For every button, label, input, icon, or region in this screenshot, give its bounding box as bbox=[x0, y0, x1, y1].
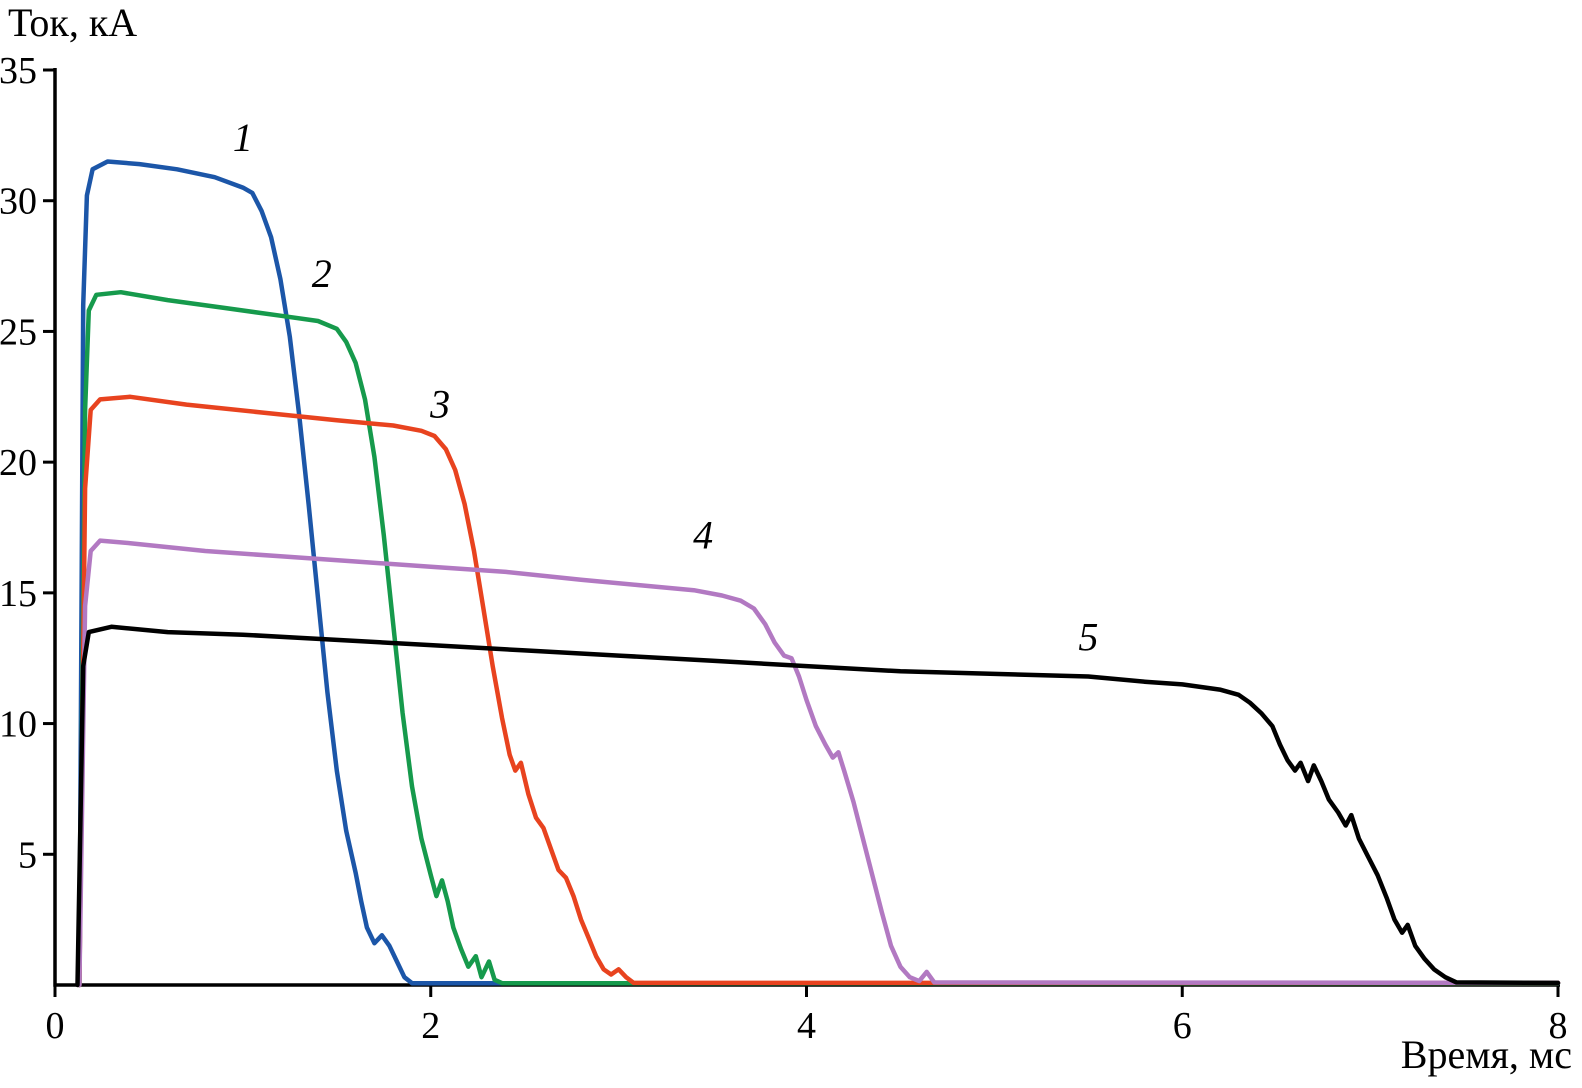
curve-5 bbox=[75, 624, 1561, 988]
series-curves bbox=[75, 159, 1561, 988]
x-tick-label: 6 bbox=[1173, 1005, 1192, 1047]
x-tick-label: 8 bbox=[1549, 1005, 1568, 1047]
curve-2 bbox=[77, 289, 1561, 988]
curve-3 bbox=[77, 394, 1561, 988]
curve-label-2: 2 bbox=[312, 251, 332, 296]
y-tick-label: 10 bbox=[0, 704, 37, 746]
y-tick-label: 20 bbox=[0, 442, 37, 484]
y-tick-label: 35 bbox=[0, 50, 37, 92]
y-tick-label: 25 bbox=[0, 311, 37, 353]
x-tick-label: 2 bbox=[421, 1005, 440, 1047]
y-tick-label: 30 bbox=[0, 181, 37, 223]
y-tick-label: 5 bbox=[18, 834, 37, 876]
y-tick-label: 15 bbox=[0, 573, 37, 615]
curve-labels: 1 2 3 4 5 bbox=[233, 115, 1098, 659]
curve-label-5: 5 bbox=[1078, 614, 1098, 659]
curve-label-1: 1 bbox=[233, 115, 253, 160]
curve-4 bbox=[77, 538, 1561, 988]
curve-label-4: 4 bbox=[693, 512, 713, 557]
x-tick-label: 0 bbox=[46, 1005, 65, 1047]
axis-lines bbox=[53, 68, 1560, 987]
y-axis-title: Ток, кА bbox=[8, 0, 137, 45]
curve-1 bbox=[77, 159, 1561, 988]
x-tick-label: 4 bbox=[797, 1005, 816, 1047]
x-axis-title: Время, мс bbox=[1401, 1032, 1572, 1077]
curve-label-3: 3 bbox=[429, 382, 450, 427]
